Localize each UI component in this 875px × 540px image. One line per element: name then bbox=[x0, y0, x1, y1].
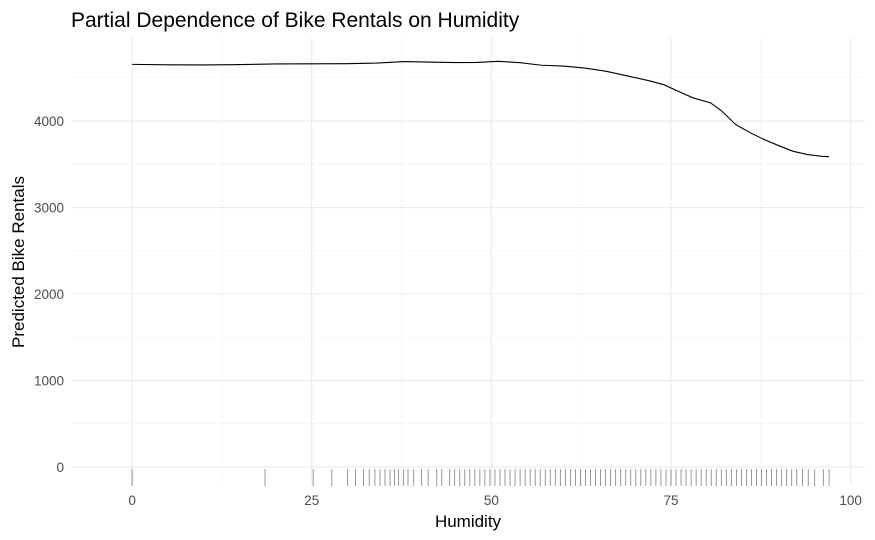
y-tick-labels: 0 1000 2000 3000 4000 bbox=[34, 114, 64, 475]
y-tick-label: 2000 bbox=[34, 287, 64, 302]
y-tick-label: 1000 bbox=[34, 373, 64, 388]
x-tick-label: 25 bbox=[304, 493, 319, 508]
x-tick-labels: 0 25 50 75 100 bbox=[128, 493, 862, 508]
y-tick-label: 0 bbox=[56, 460, 64, 475]
y-tick-label: 3000 bbox=[34, 201, 64, 216]
x-axis-label: Humidity bbox=[435, 512, 502, 531]
pd-line bbox=[132, 60, 830, 158]
pd-series bbox=[132, 60, 830, 158]
y-axis-label: Predicted Bike Rentals bbox=[9, 176, 28, 348]
chart-title: Partial Dependence of Bike Rentals on Hu… bbox=[71, 9, 520, 32]
x-tick-label: 100 bbox=[839, 493, 862, 508]
x-tick-label: 0 bbox=[128, 493, 136, 508]
y-tick-label: 4000 bbox=[34, 114, 64, 129]
grid bbox=[71, 38, 865, 486]
x-tick-label: 75 bbox=[663, 493, 678, 508]
x-tick-label: 50 bbox=[484, 493, 499, 508]
rug-marks bbox=[131, 469, 830, 486]
